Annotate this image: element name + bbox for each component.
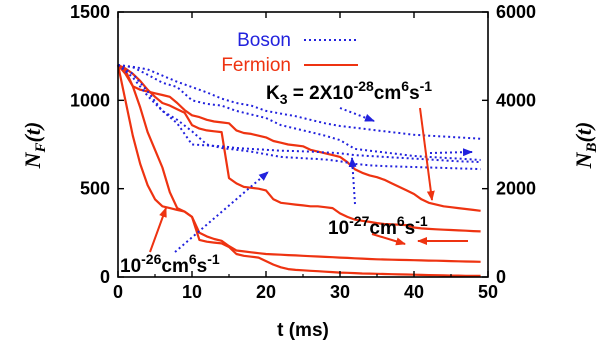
arrow-1e-27-fermion-b <box>371 233 406 246</box>
annotation-k3: K3 = 2X10-28cm6s-1 <box>266 78 432 107</box>
arrow-1e-27-boson <box>348 157 357 205</box>
y-left-sub: F <box>33 142 49 153</box>
y-axis-title-right: NB(t) <box>571 122 600 170</box>
y-right-arg: (t) <box>571 122 596 143</box>
annotation-1e-27: 10-27cm6s-1 <box>328 213 428 239</box>
y-right-tick-label: 6000 <box>496 2 536 22</box>
x-tick-label: 50 <box>478 282 498 302</box>
legend: Boson Fermion <box>221 30 358 76</box>
annotation-1e-26: 10-26cm6s-1 <box>120 251 220 277</box>
y-right-tick-label: 2000 <box>496 179 536 199</box>
x-tick-label: 40 <box>404 282 424 302</box>
x-tick-label: 0 <box>113 282 123 302</box>
arrow-k3-fermion <box>419 107 435 201</box>
y-right-sub: B <box>584 142 600 153</box>
legend-fermion-label: Fermion <box>221 55 291 76</box>
fermion-series-line-1 <box>117 64 481 212</box>
fermion-series-line-4 <box>116 64 481 277</box>
arrow-1e-26-boson <box>174 171 269 253</box>
y-left-main: N <box>20 151 45 169</box>
legend-boson-label: Boson <box>237 30 291 51</box>
x-tick-label: 10 <box>182 282 202 302</box>
fermion-series-line-2 <box>117 64 481 233</box>
y-right-main: N <box>571 151 596 169</box>
y-left-tick-label: 1500 <box>70 2 110 22</box>
boson-series-line-8 <box>117 64 481 171</box>
fermion-series-line-3 <box>117 64 481 263</box>
y-left-tick-label: 0 <box>100 267 110 287</box>
y-axis-title-left: NF(t) <box>20 122 49 170</box>
y-right-tick-label: 0 <box>496 267 506 287</box>
x-tick-label: 20 <box>256 282 276 302</box>
arrow-k3-boson <box>339 107 375 122</box>
svg-text:NB(t): NB(t) <box>571 122 600 170</box>
y-left-tick-label: 1000 <box>70 90 110 110</box>
y-left-tick-label: 500 <box>80 179 110 199</box>
y-right-tick-label: 4000 <box>496 90 536 110</box>
plot-frame <box>117 11 489 278</box>
svg-text:NF(t): NF(t) <box>20 122 49 170</box>
arrow-boson-right <box>429 148 473 157</box>
arrow-1e-26-fermion <box>149 207 167 253</box>
x-tick-label: 30 <box>330 282 350 302</box>
boson-series-line-7 <box>117 64 481 164</box>
x-axis-title: t (ms) <box>277 320 329 341</box>
y-left-arg: (t) <box>20 122 45 143</box>
annotation-arrows <box>149 107 473 253</box>
